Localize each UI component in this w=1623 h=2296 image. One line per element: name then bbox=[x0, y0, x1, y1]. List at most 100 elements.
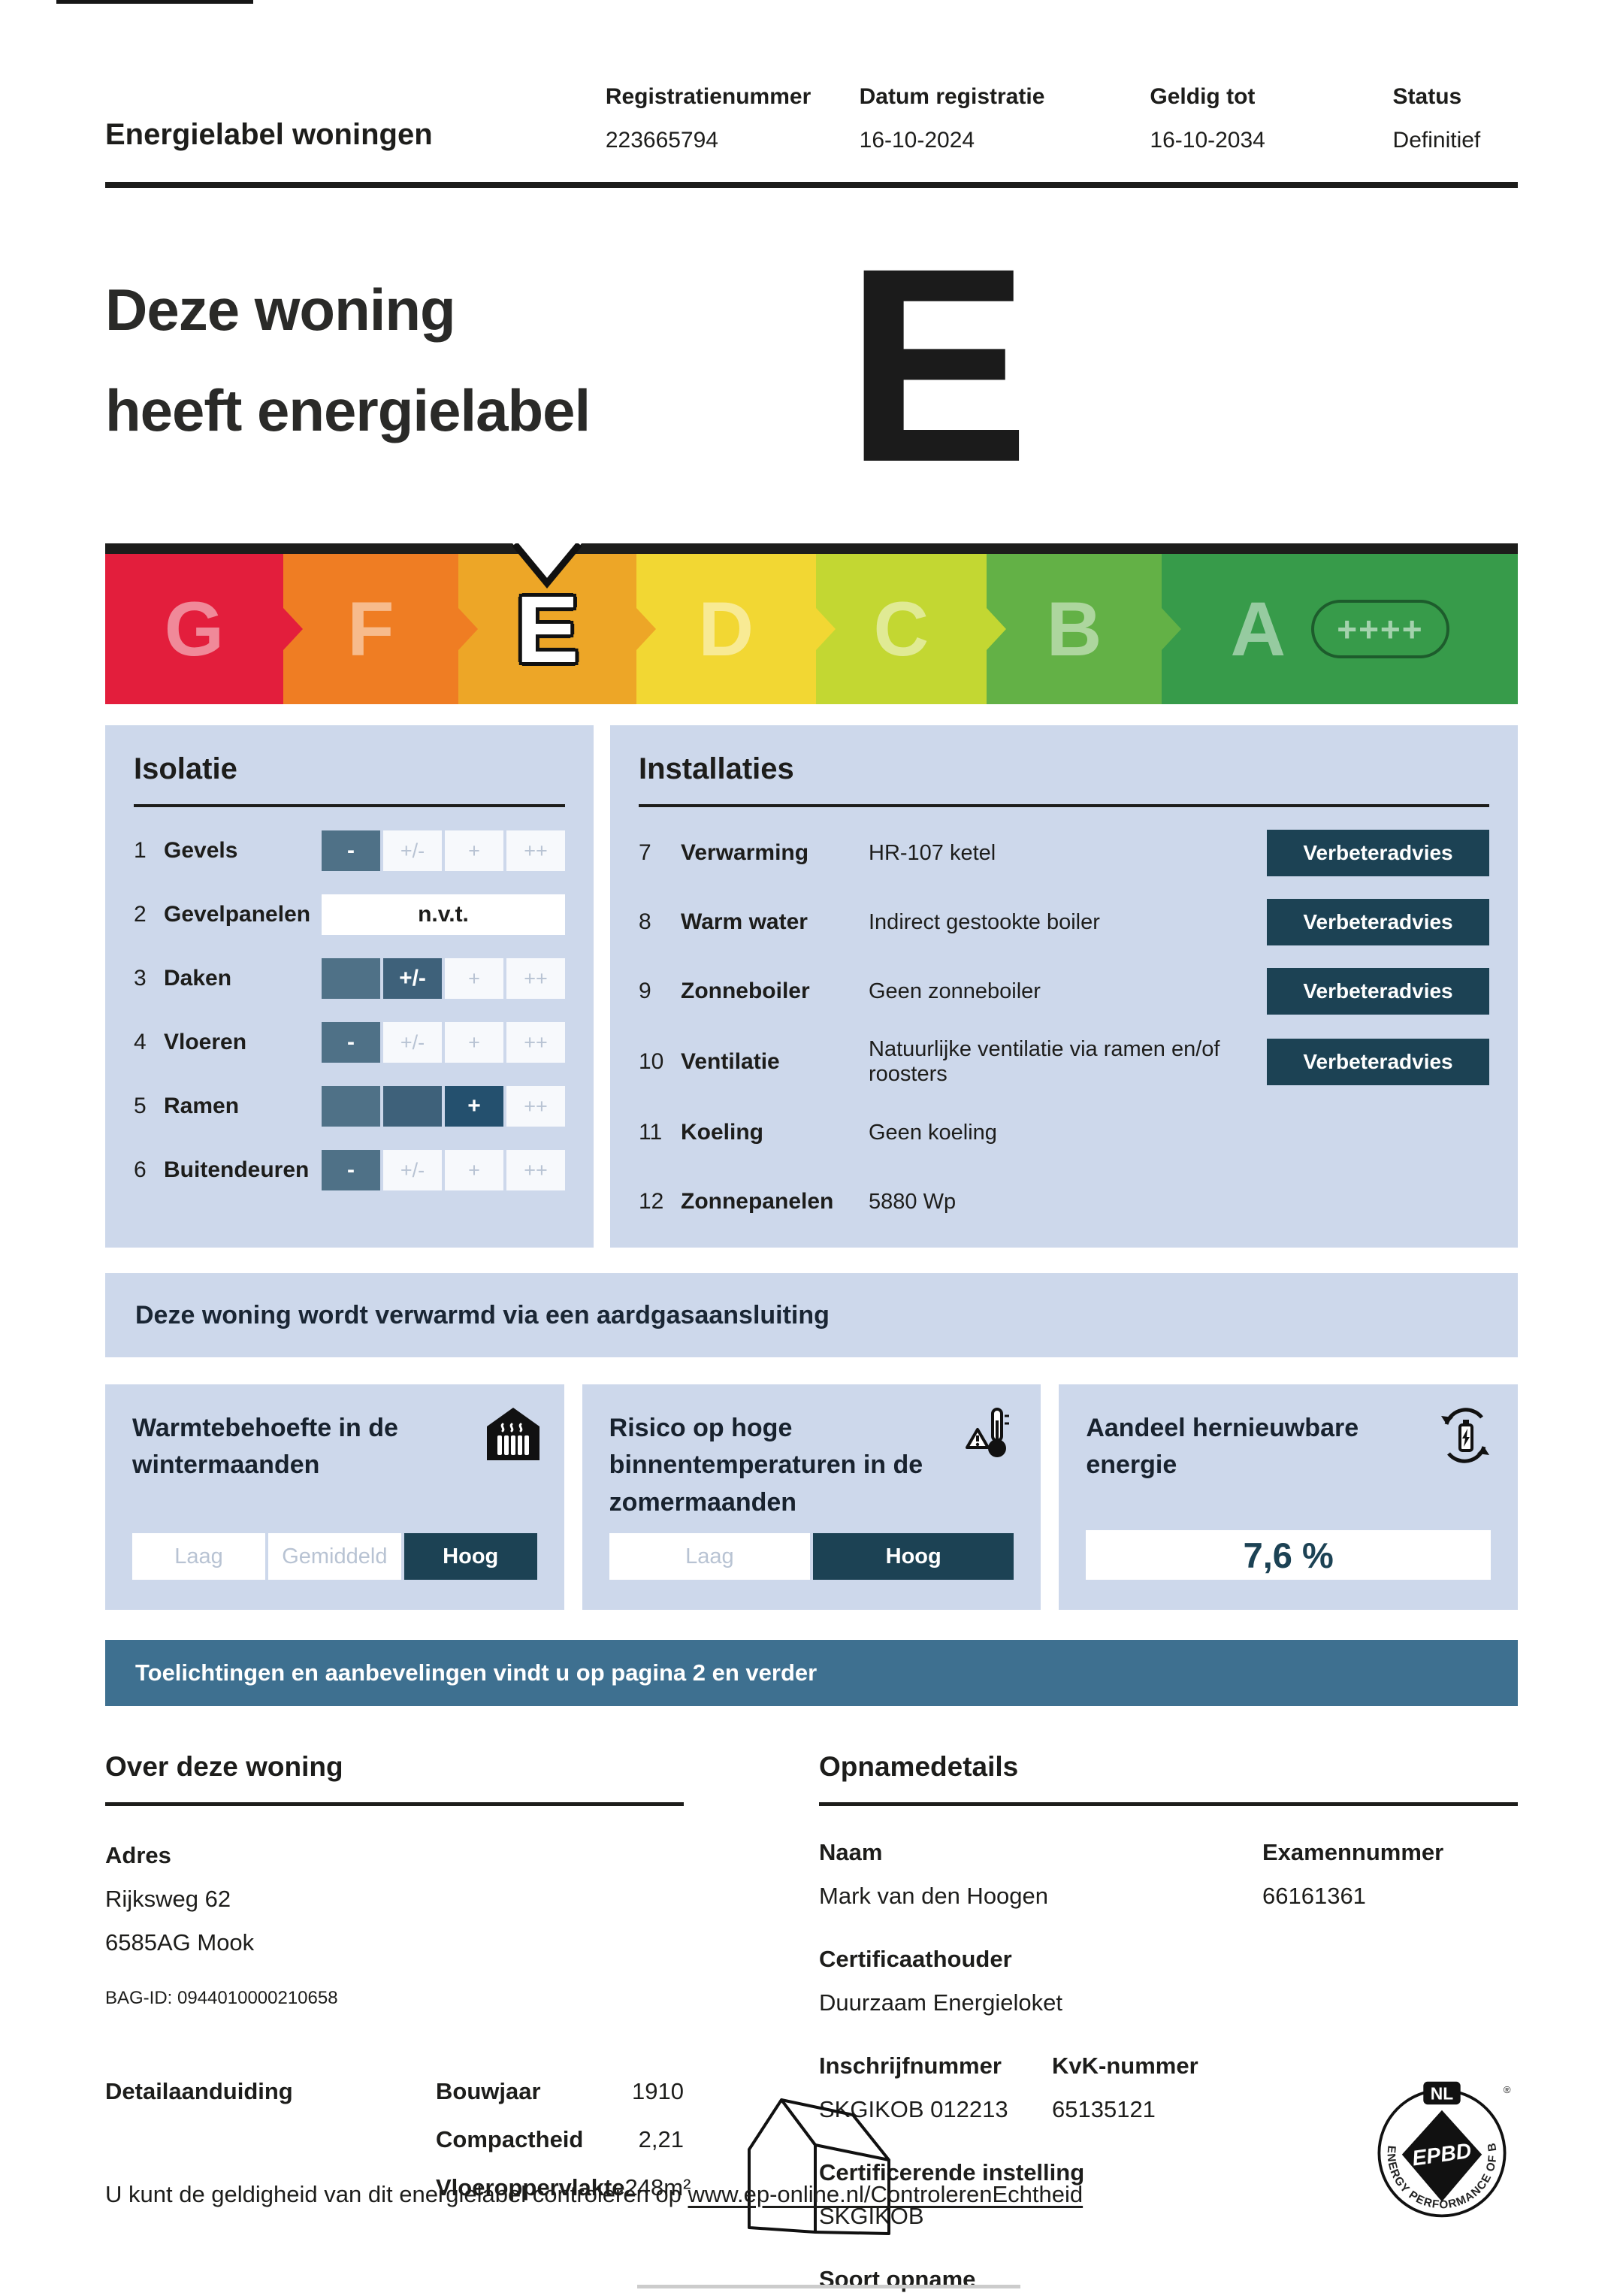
row-label: Gevelpanelen bbox=[164, 902, 311, 927]
fact-label: Vloeroppervlakte bbox=[436, 2174, 625, 2201]
scan-artifact-top bbox=[56, 0, 253, 4]
segment-G: G bbox=[105, 554, 303, 704]
scale-cell-hoog-selected: Hoog bbox=[813, 1533, 1014, 1580]
selected-label-pointer-icon bbox=[512, 543, 582, 588]
rating-cell: +/- bbox=[383, 1022, 442, 1063]
renewable-energy-value: 7,6 % bbox=[1086, 1530, 1492, 1580]
house-outline-icon bbox=[748, 2098, 890, 2235]
rating-cell-filled bbox=[383, 1086, 442, 1127]
verbeteradvies-button[interactable]: Verbeteradvies bbox=[1267, 1039, 1489, 1085]
meta-geldig-tot: Geldig tot 16-10-2034 bbox=[1150, 84, 1392, 153]
installaties-divider bbox=[639, 804, 1489, 807]
woning-facts: Bouwjaar 1910 Compactheid 2,21 Vloeroppe… bbox=[436, 2078, 691, 2222]
fact-label: Bouwjaar bbox=[436, 2078, 541, 2104]
rating-scale: - +/- + ++ bbox=[322, 830, 565, 871]
certificerende-instelling-value: SKGIKOB bbox=[819, 2203, 924, 2229]
rating-scale: n.v.t. bbox=[322, 894, 565, 935]
installatie-row-koeling: 11 Koeling Geen koeling bbox=[639, 1109, 1489, 1156]
opnamedetails-column: Opnamedetails Naam Mark van den Hoogen E… bbox=[819, 1751, 1518, 2296]
installatie-row-zonnepanelen: 12 Zonnepanelen 5880 Wp bbox=[639, 1178, 1489, 1225]
inschrijfnummer-value: SKGIKOB 012213 bbox=[819, 2096, 1008, 2122]
segment-letter: F bbox=[347, 585, 394, 672]
house-radiator-icon bbox=[486, 1408, 539, 1460]
fact-bouwjaar: Bouwjaar 1910 bbox=[436, 2078, 684, 2105]
section-title: Opnamedetails bbox=[819, 1751, 1019, 1782]
segment-chevron-icon bbox=[1162, 608, 1182, 650]
section-divider bbox=[819, 1802, 1518, 1806]
scan-artifact-bottom bbox=[637, 2285, 1020, 2288]
bag-id: BAG-ID: 0944010000210658 bbox=[105, 1988, 338, 2008]
row-label: Ramen bbox=[164, 1094, 240, 1118]
rating-cell-filled bbox=[322, 958, 380, 999]
details-section: Over deze woning Adres Rijksweg 62 6585A… bbox=[105, 1751, 1518, 2296]
document-title: Energielabel woningen bbox=[105, 118, 433, 151]
verbeteradvies-button[interactable]: Verbeteradvies bbox=[1267, 830, 1489, 876]
segment-letter: D bbox=[698, 585, 754, 672]
rating-cell-filled bbox=[322, 1086, 380, 1127]
meta-value: 16-10-2034 bbox=[1150, 128, 1265, 153]
toelichtingen-banner: Toelichtingen en aanbevelingen vindt u o… bbox=[105, 1640, 1518, 1706]
meta-status: Status Definitief bbox=[1393, 84, 1518, 153]
meta-registratienummer: Registratienummer 223665794 bbox=[606, 84, 860, 153]
segment-chevron-icon bbox=[636, 608, 656, 650]
energy-label-letter: E bbox=[845, 210, 1030, 519]
section-title: Over deze woning bbox=[105, 1751, 343, 1782]
rating-cell: + bbox=[445, 1022, 503, 1063]
rating-cell: ++ bbox=[506, 1086, 565, 1127]
segment-letter: B bbox=[1046, 585, 1102, 672]
rating-cell: +/- bbox=[383, 1150, 442, 1190]
row-number: 2 bbox=[134, 902, 147, 927]
row-value: Geen zonneboiler bbox=[869, 979, 1041, 1003]
rating-nvt: n.v.t. bbox=[322, 894, 565, 935]
rating-cell: + bbox=[445, 958, 503, 999]
row-label: Vloeren bbox=[164, 1030, 247, 1054]
footer-verification-link[interactable]: www.ep-online.nl/ControlerenEchtheid bbox=[688, 2181, 1084, 2207]
epbd-nl-text: NL bbox=[1431, 2084, 1453, 2104]
row-value: HR-107 ketel bbox=[869, 840, 996, 865]
meta-value: Definitief bbox=[1392, 128, 1481, 153]
examennummer-block: Examennummer 66161361 bbox=[1262, 1839, 1518, 1910]
installatie-row-ventilatie: 10 Ventilatie Natuurlijke ventilatie via… bbox=[639, 1037, 1489, 1087]
box-title: Warmtebehoefte in de wintermaanden bbox=[132, 1414, 398, 1480]
row-number: 3 bbox=[134, 966, 147, 991]
verbeteradvies-button[interactable]: Verbeteradvies bbox=[1267, 899, 1489, 945]
row-value: Indirect gestookte boiler bbox=[869, 909, 1100, 934]
rating-scale: - +/- + ++ bbox=[322, 1150, 565, 1190]
rating-cell-selected: + bbox=[445, 1086, 503, 1127]
box-title: Aandeel hernieuwbare energie bbox=[1086, 1414, 1359, 1480]
row-number: 9 bbox=[639, 979, 651, 1003]
examennummer-label: Examennummer bbox=[1262, 1839, 1444, 1865]
verbeteradvies-button[interactable]: Verbeteradvies bbox=[1267, 968, 1489, 1015]
renewable-energy-icon bbox=[1441, 1408, 1490, 1463]
segment-C: C bbox=[815, 554, 1007, 704]
row-label: Daken bbox=[164, 966, 232, 991]
installaties-title: Installaties bbox=[639, 752, 794, 785]
hero-section: Deze woning heeft energielabel E bbox=[105, 227, 1518, 504]
rating-cell-selected: +/- bbox=[383, 958, 442, 999]
isolatie-row-buitendeuren: 6 Buitendeuren - +/- + ++ bbox=[134, 1150, 565, 1190]
fact-compactheid: Compactheid 2,21 bbox=[436, 2126, 684, 2153]
segment-letter: E bbox=[515, 576, 579, 682]
isolatie-panel: Isolatie 1 Gevels - +/- + ++ 2 Gevelpane… bbox=[105, 725, 594, 1248]
row-label: Warm water bbox=[681, 909, 808, 934]
rating-scale: +/- + ++ bbox=[322, 958, 565, 999]
meta-label: Status bbox=[1392, 84, 1462, 109]
segment-F: F bbox=[283, 554, 478, 704]
row-label: Gevels bbox=[164, 838, 238, 863]
scale-cell-laag: Laag bbox=[609, 1533, 811, 1580]
scale-cell-laag: Laag bbox=[132, 1533, 265, 1580]
binnentemperatuur-box: Risico op hoge binnentemperaturen in de … bbox=[582, 1384, 1041, 1610]
footer-text: U kunt de geldigheid van dit energielabe… bbox=[105, 2181, 688, 2207]
adres-street: Rijksweg 62 bbox=[105, 1886, 231, 1912]
header-divider bbox=[105, 182, 1518, 188]
installatie-row-warm-water: 8 Warm water Indirect gestookte boiler V… bbox=[639, 899, 1489, 945]
isolatie-title: Isolatie bbox=[134, 752, 237, 785]
rating-cell: ++ bbox=[506, 1022, 565, 1063]
segment-letter: A bbox=[1230, 585, 1286, 672]
fact-value: 248m² bbox=[624, 2174, 691, 2201]
meta-value: 223665794 bbox=[605, 128, 718, 153]
footer: U kunt de geldigheid van dit energielabe… bbox=[105, 2181, 1083, 2208]
inschrijfnummer-label: Inschrijfnummer bbox=[819, 2052, 1002, 2079]
energy-bar-top-rule bbox=[105, 543, 1518, 554]
